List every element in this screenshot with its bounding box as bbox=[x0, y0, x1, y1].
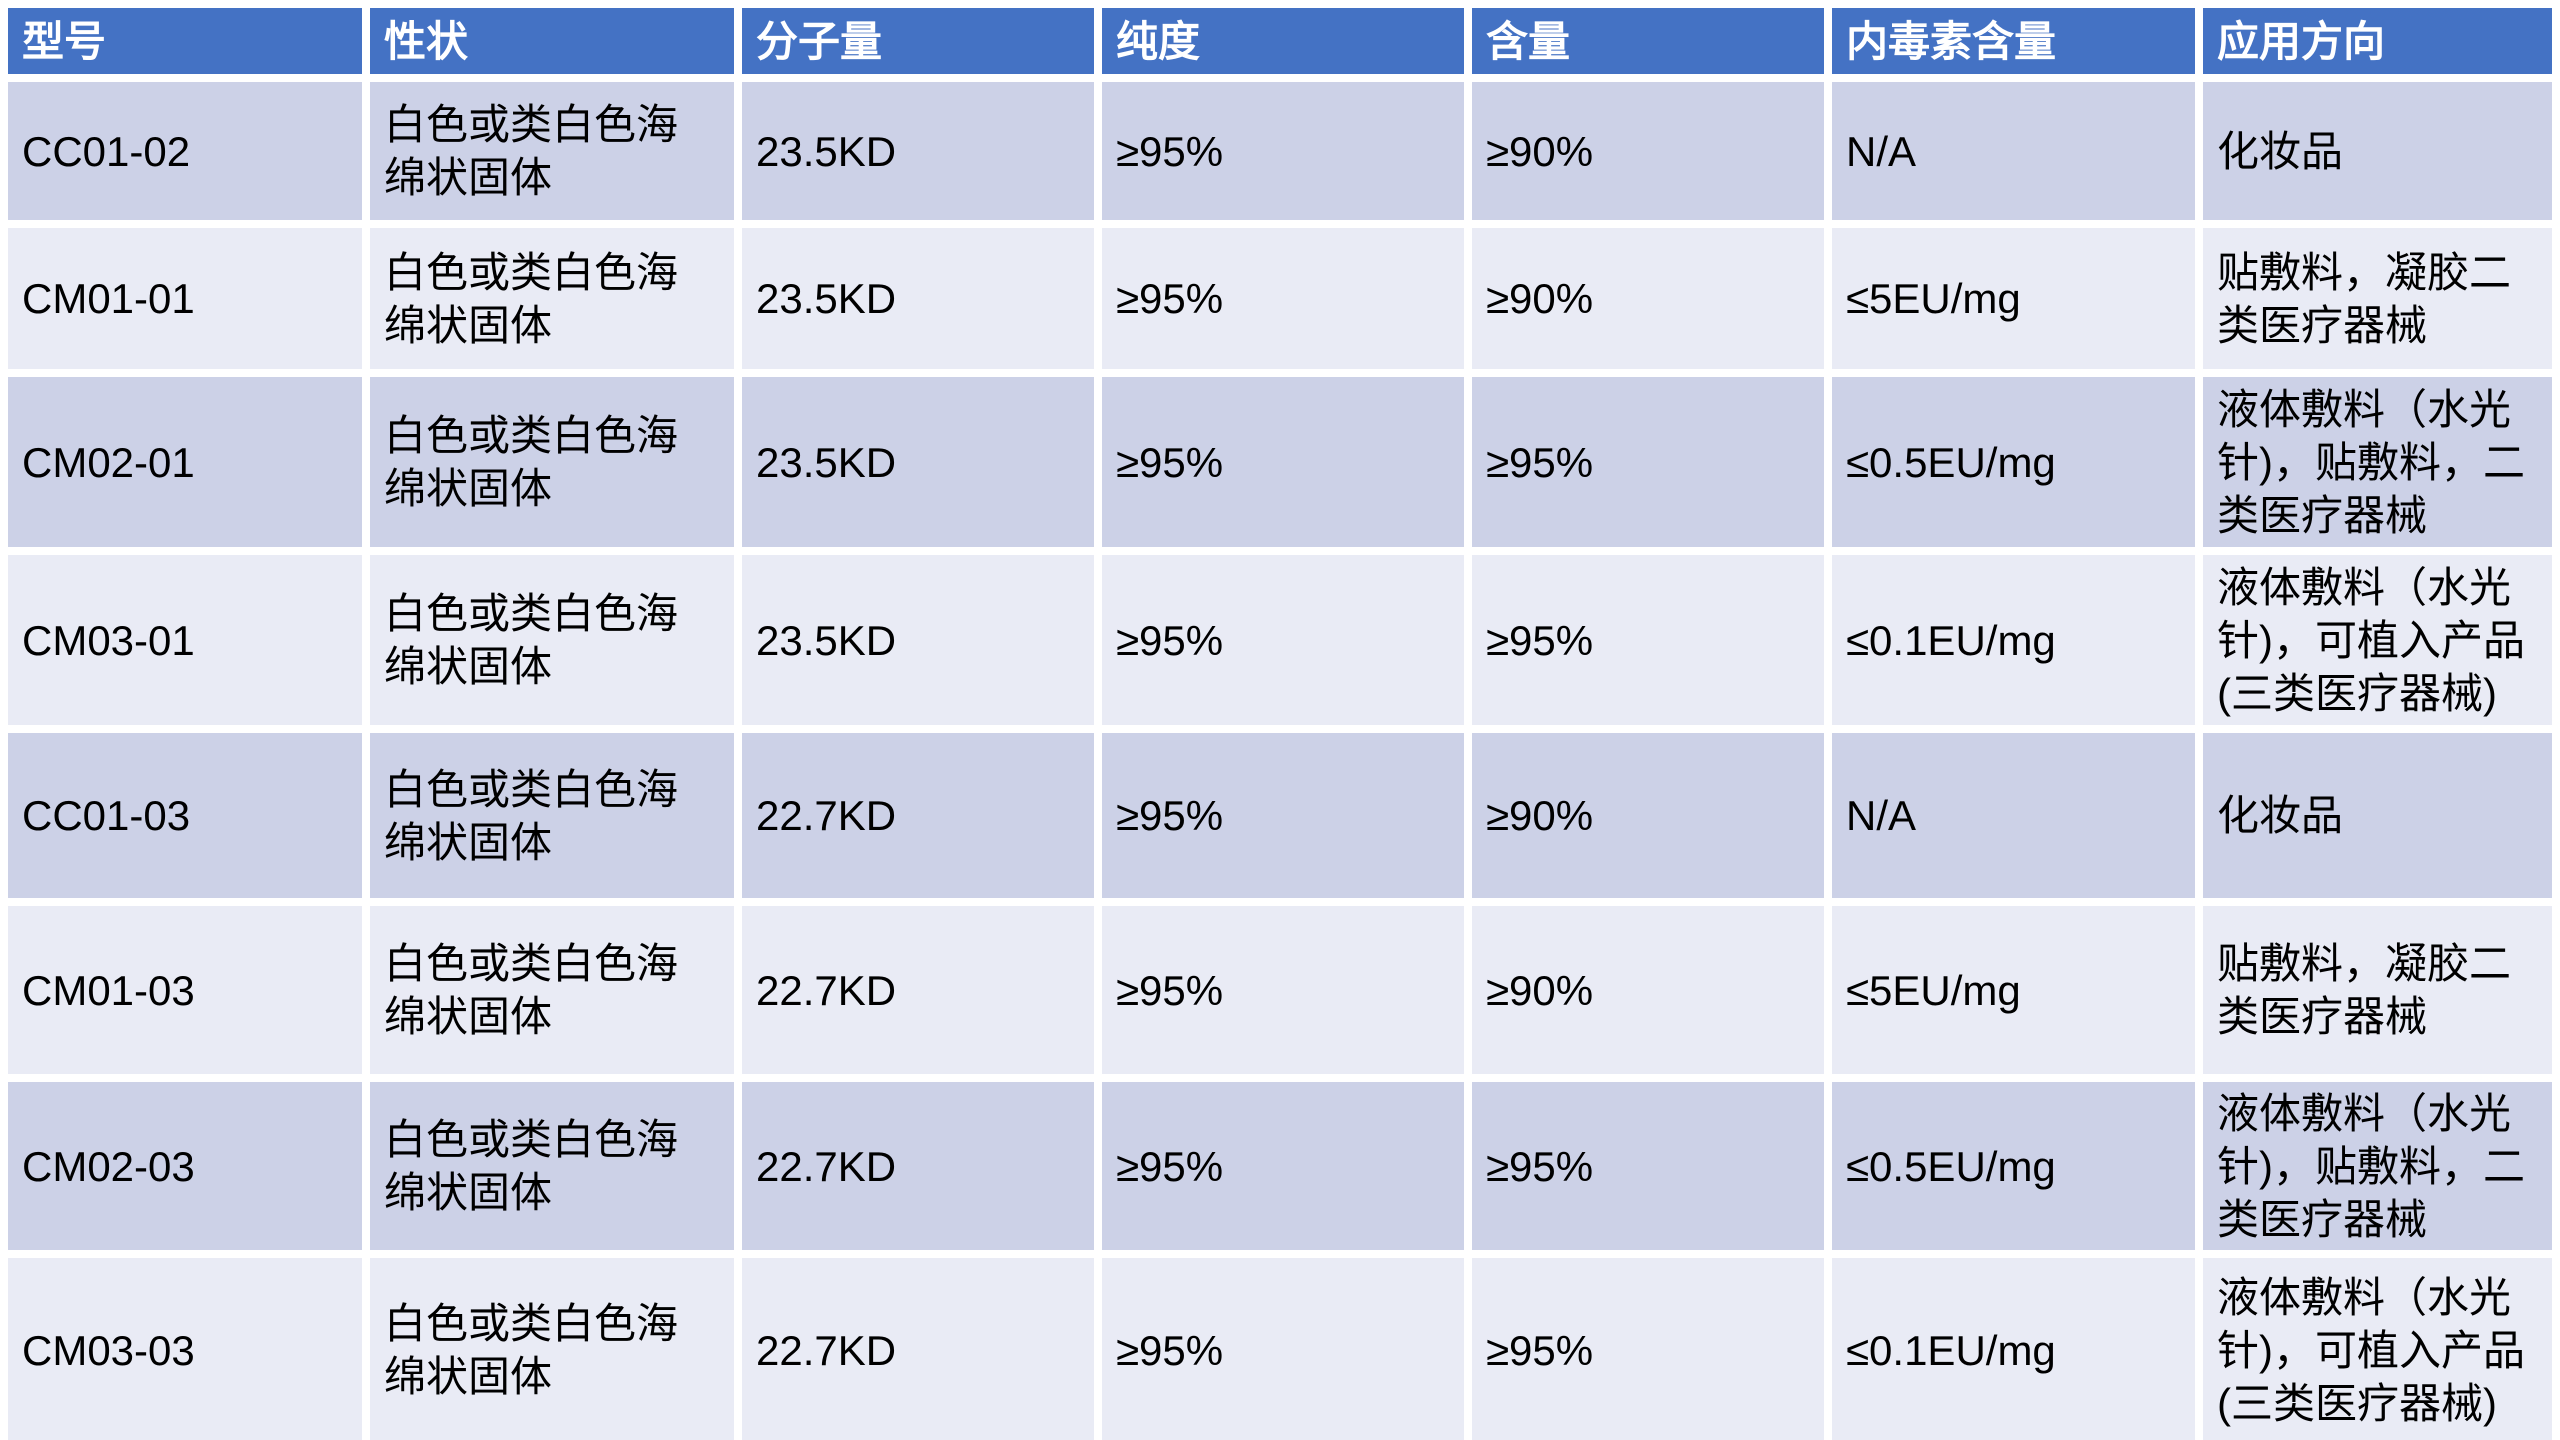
cell-application: 化妆品 bbox=[2203, 733, 2552, 898]
cell-model: CM01-01 bbox=[8, 228, 362, 369]
cell-purity: ≥95% bbox=[1102, 1258, 1464, 1440]
cell-model: CM02-03 bbox=[8, 1082, 362, 1250]
table-row: CM02-01 白色或类白色海绵状固体 23.5KD ≥95% ≥95% ≤0.… bbox=[8, 377, 2552, 547]
cell-application: 液体敷料（水光针)，可植入产品(三类医疗器械) bbox=[2203, 555, 2552, 725]
cell-endotoxin: ≤0.5EU/mg bbox=[1832, 377, 2195, 547]
cell-model: CM03-03 bbox=[8, 1258, 362, 1440]
cell-molecular-weight: 22.7KD bbox=[742, 733, 1094, 898]
column-header-content: 含量 bbox=[1472, 8, 1824, 74]
table-row: CM01-03 白色或类白色海绵状固体 22.7KD ≥95% ≥90% ≤5E… bbox=[8, 906, 2552, 1074]
cell-purity: ≥95% bbox=[1102, 733, 1464, 898]
cell-endotoxin: N/A bbox=[1832, 82, 2195, 220]
cell-molecular-weight: 23.5KD bbox=[742, 555, 1094, 725]
cell-molecular-weight: 23.5KD bbox=[742, 377, 1094, 547]
cell-content: ≥95% bbox=[1472, 377, 1824, 547]
cell-endotoxin: ≤0.5EU/mg bbox=[1832, 1082, 2195, 1250]
cell-purity: ≥95% bbox=[1102, 555, 1464, 725]
cell-application: 液体敷料（水光针)，可植入产品(三类医疗器械) bbox=[2203, 1258, 2552, 1440]
cell-content: ≥95% bbox=[1472, 1082, 1824, 1250]
cell-appearance: 白色或类白色海绵状固体 bbox=[370, 82, 734, 220]
cell-model: CC01-03 bbox=[8, 733, 362, 898]
cell-model: CM01-03 bbox=[8, 906, 362, 1074]
cell-model: CM02-01 bbox=[8, 377, 362, 547]
column-header-purity: 纯度 bbox=[1102, 8, 1464, 74]
cell-purity: ≥95% bbox=[1102, 82, 1464, 220]
cell-molecular-weight: 22.7KD bbox=[742, 1258, 1094, 1440]
cell-application: 化妆品 bbox=[2203, 82, 2552, 220]
cell-appearance: 白色或类白色海绵状固体 bbox=[370, 1082, 734, 1250]
header-row: 型号 性状 分子量 纯度 含量 内毒素含量 应用方向 bbox=[8, 8, 2552, 74]
cell-purity: ≥95% bbox=[1102, 906, 1464, 1074]
cell-molecular-weight: 23.5KD bbox=[742, 82, 1094, 220]
cell-molecular-weight: 23.5KD bbox=[742, 228, 1094, 369]
cell-molecular-weight: 22.7KD bbox=[742, 1082, 1094, 1250]
column-header-application: 应用方向 bbox=[2203, 8, 2552, 74]
cell-endotoxin: ≤5EU/mg bbox=[1832, 228, 2195, 369]
table-body: CC01-02 白色或类白色海绵状固体 23.5KD ≥95% ≥90% N/A… bbox=[8, 82, 2552, 1440]
cell-appearance: 白色或类白色海绵状固体 bbox=[370, 377, 734, 547]
table-row: CM01-01 白色或类白色海绵状固体 23.5KD ≥95% ≥90% ≤5E… bbox=[8, 228, 2552, 369]
cell-content: ≥90% bbox=[1472, 733, 1824, 898]
table-row: CM03-01 白色或类白色海绵状固体 23.5KD ≥95% ≥95% ≤0.… bbox=[8, 555, 2552, 725]
cell-application: 贴敷料，凝胶二类医疗器械 bbox=[2203, 906, 2552, 1074]
cell-model: CC01-02 bbox=[8, 82, 362, 220]
table-row: CC01-02 白色或类白色海绵状固体 23.5KD ≥95% ≥90% N/A… bbox=[8, 82, 2552, 220]
column-header-appearance: 性状 bbox=[370, 8, 734, 74]
column-header-model: 型号 bbox=[8, 8, 362, 74]
cell-endotoxin: ≤0.1EU/mg bbox=[1832, 1258, 2195, 1440]
table-row: CC01-03 白色或类白色海绵状固体 22.7KD ≥95% ≥90% N/A… bbox=[8, 733, 2552, 898]
cell-endotoxin: ≤0.1EU/mg bbox=[1832, 555, 2195, 725]
cell-content: ≥95% bbox=[1472, 1258, 1824, 1440]
cell-content: ≥95% bbox=[1472, 555, 1824, 725]
table-row: CM03-03 白色或类白色海绵状固体 22.7KD ≥95% ≥95% ≤0.… bbox=[8, 1258, 2552, 1440]
cell-purity: ≥95% bbox=[1102, 377, 1464, 547]
cell-appearance: 白色或类白色海绵状固体 bbox=[370, 228, 734, 369]
cell-application: 贴敷料，凝胶二类医疗器械 bbox=[2203, 228, 2552, 369]
cell-endotoxin: N/A bbox=[1832, 733, 2195, 898]
cell-appearance: 白色或类白色海绵状固体 bbox=[370, 555, 734, 725]
cell-application: 液体敷料（水光针)，贴敷料，二类医疗器械 bbox=[2203, 377, 2552, 547]
cell-purity: ≥95% bbox=[1102, 228, 1464, 369]
cell-purity: ≥95% bbox=[1102, 1082, 1464, 1250]
cell-content: ≥90% bbox=[1472, 906, 1824, 1074]
cell-appearance: 白色或类白色海绵状固体 bbox=[370, 1258, 734, 1440]
column-header-molecular-weight: 分子量 bbox=[742, 8, 1094, 74]
column-header-endotoxin: 内毒素含量 bbox=[1832, 8, 2195, 74]
cell-appearance: 白色或类白色海绵状固体 bbox=[370, 906, 734, 1074]
cell-appearance: 白色或类白色海绵状固体 bbox=[370, 733, 734, 898]
cell-molecular-weight: 22.7KD bbox=[742, 906, 1094, 1074]
cell-content: ≥90% bbox=[1472, 228, 1824, 369]
table-row: CM02-03 白色或类白色海绵状固体 22.7KD ≥95% ≥95% ≤0.… bbox=[8, 1082, 2552, 1250]
cell-content: ≥90% bbox=[1472, 82, 1824, 220]
cell-application: 液体敷料（水光针)，贴敷料，二类医疗器械 bbox=[2203, 1082, 2552, 1250]
cell-endotoxin: ≤5EU/mg bbox=[1832, 906, 2195, 1074]
cell-model: CM03-01 bbox=[8, 555, 362, 725]
